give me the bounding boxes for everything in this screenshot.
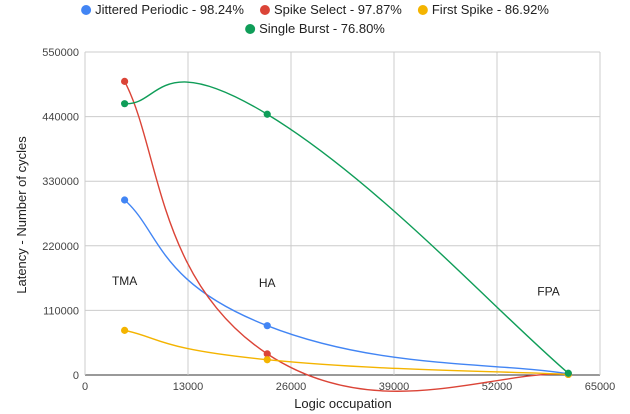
series-line (124, 329, 569, 376)
y-tick-label: 330000 (42, 176, 79, 188)
series-line (123, 81, 569, 392)
data-point (121, 326, 129, 334)
legend-item: Spike Select - 97.87% (259, 2, 402, 17)
x-tick-label: 65000 (585, 381, 616, 393)
legend-label: Jittered Periodic - 98.24% (95, 2, 244, 17)
data-point (564, 369, 572, 377)
legend: Jittered Periodic - 98.24% Spike Select -… (81, 2, 549, 36)
series-line (124, 81, 569, 374)
x-tick-label: 13000 (173, 381, 204, 393)
data-point (121, 196, 129, 204)
legend-label: Spike Select - 97.87% (274, 2, 402, 17)
annotation-label: TMA (112, 274, 137, 288)
y-tick-label: 550000 (42, 47, 79, 59)
y-tick-label: 0 (73, 370, 79, 382)
y-tick-label: 220000 (42, 241, 79, 253)
tick-labels: 0 110000 220000 330000 440000 550000 0 13000 260… (42, 47, 615, 393)
legend-item: Single Burst - 76.80% (245, 21, 385, 36)
series-0 (121, 196, 572, 378)
series-line (124, 199, 569, 375)
annotation-label: HA (259, 276, 276, 290)
legend-marker (81, 5, 92, 15)
legend-label: Single Burst - 76.80% (259, 21, 385, 36)
legend-marker (417, 5, 428, 15)
legend-marker (245, 24, 256, 34)
x-axis-title: Logic occupation (294, 396, 392, 411)
x-tick-label: 26000 (276, 381, 307, 393)
data-point (121, 77, 129, 85)
data-point (263, 356, 271, 364)
y-axis-title: Latency - Number of cycles (14, 136, 29, 294)
x-tick-label: 39000 (379, 381, 410, 393)
x-tick-label: 0 (82, 381, 88, 393)
legend-item: First Spike - 86.92% (417, 2, 549, 17)
series-2 (121, 326, 572, 379)
series-1 (121, 77, 572, 392)
y-tick-label: 110000 (43, 305, 79, 317)
y-tick-label: 440000 (42, 112, 79, 124)
series-layer (121, 77, 572, 392)
annotations: TMA HA FPA (112, 274, 560, 299)
legend-item: Jittered Periodic - 98.24% (81, 2, 244, 17)
grid (84, 51, 601, 376)
data-point (263, 322, 271, 330)
legend-label: First Spike - 86.92% (432, 2, 549, 17)
legend-marker (259, 5, 270, 15)
series-3 (121, 81, 572, 377)
data-point (263, 110, 271, 118)
annotation-label: FPA (537, 285, 559, 299)
data-point (263, 350, 271, 358)
data-point (121, 100, 129, 108)
x-tick-label: 52000 (482, 381, 513, 393)
